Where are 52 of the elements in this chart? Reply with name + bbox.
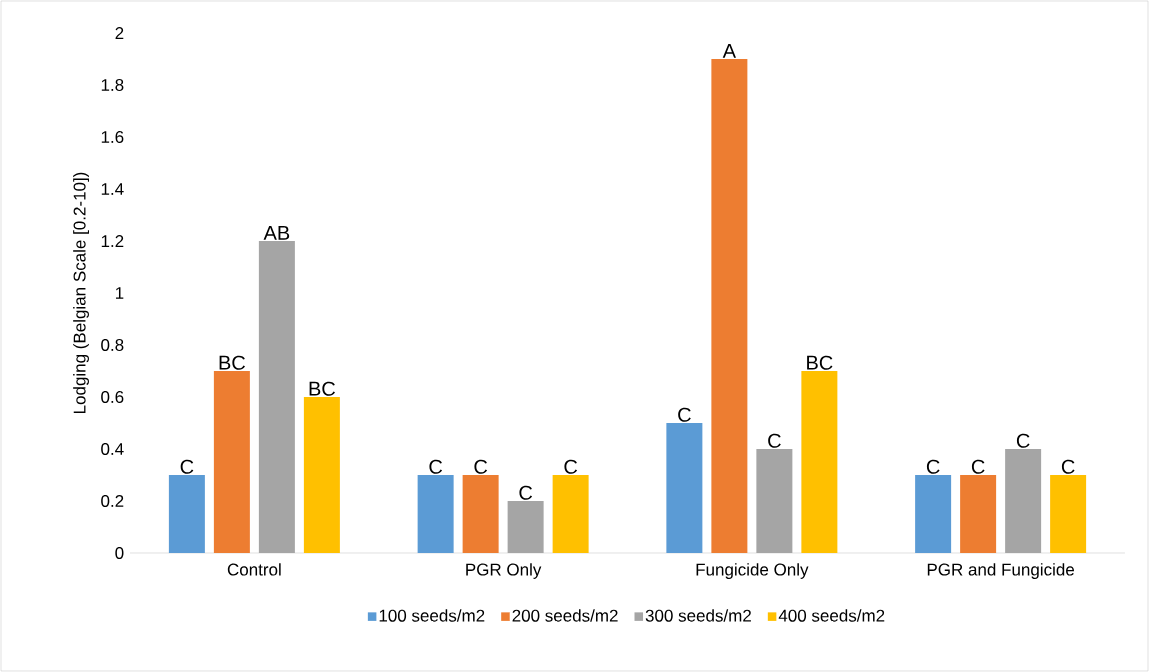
bar bbox=[666, 422, 703, 553]
bar bbox=[462, 474, 499, 553]
x-tick-label: PGR and Fungicide bbox=[927, 563, 1075, 579]
bar bbox=[507, 500, 544, 553]
y-axis-title: Lodging (Belgian Scale [0.2-10]) bbox=[73, 172, 89, 414]
data-label: C bbox=[1061, 459, 1075, 474]
y-tick-label: 1.8 bbox=[101, 78, 124, 92]
bar bbox=[213, 370, 250, 553]
x-tick-label: PGR Only bbox=[466, 563, 542, 579]
data-label: AB bbox=[263, 226, 290, 240]
data-label: C bbox=[971, 459, 985, 474]
x-tick-label: Fungicide Only bbox=[696, 563, 809, 579]
bar bbox=[1050, 474, 1087, 553]
data-label: A bbox=[722, 44, 736, 58]
x-tick-label: Control bbox=[227, 563, 281, 576]
data-label: C bbox=[768, 433, 781, 448]
y-tick-label: 0 bbox=[115, 546, 124, 560]
legend-label: 300 seeds/m2 bbox=[645, 609, 751, 622]
bar bbox=[258, 240, 295, 553]
legend-label: 100 seeds/m2 bbox=[379, 609, 485, 622]
y-tick-label: 0.2 bbox=[101, 494, 124, 508]
data-label: BC bbox=[309, 381, 336, 396]
y-tick-label: 0.4 bbox=[101, 442, 124, 456]
y-tick-label: 1.6 bbox=[101, 130, 124, 144]
legend-label: 200 seeds/m2 bbox=[512, 609, 618, 622]
bar bbox=[960, 474, 997, 553]
data-label: C bbox=[1016, 433, 1030, 448]
data-label: C bbox=[564, 459, 578, 474]
bar bbox=[303, 396, 340, 553]
bar bbox=[552, 474, 589, 553]
bar bbox=[711, 59, 748, 553]
y-tick-label: 0.6 bbox=[101, 390, 124, 404]
data-label: C bbox=[474, 459, 488, 474]
y-tick-label: 2 bbox=[115, 27, 124, 39]
data-label: C bbox=[429, 459, 443, 474]
y-tick-label: 0.8 bbox=[101, 338, 124, 352]
y-tick-label: 1.4 bbox=[101, 183, 124, 195]
bar bbox=[1005, 448, 1042, 553]
bar bbox=[168, 474, 205, 553]
data-label: BC bbox=[807, 355, 833, 370]
data-label: BC bbox=[219, 355, 246, 370]
bar bbox=[756, 448, 793, 553]
data-label: C bbox=[519, 485, 533, 500]
bar bbox=[801, 370, 838, 553]
data-label: C bbox=[926, 459, 940, 474]
data-label: C bbox=[180, 459, 194, 474]
data-label: C bbox=[678, 407, 691, 422]
legend-label: 400 seeds/m2 bbox=[778, 609, 885, 622]
bar bbox=[417, 474, 454, 553]
y-tick-label: 1.2 bbox=[101, 235, 124, 247]
y-tick-label: 1 bbox=[115, 287, 124, 299]
bar bbox=[915, 474, 952, 553]
